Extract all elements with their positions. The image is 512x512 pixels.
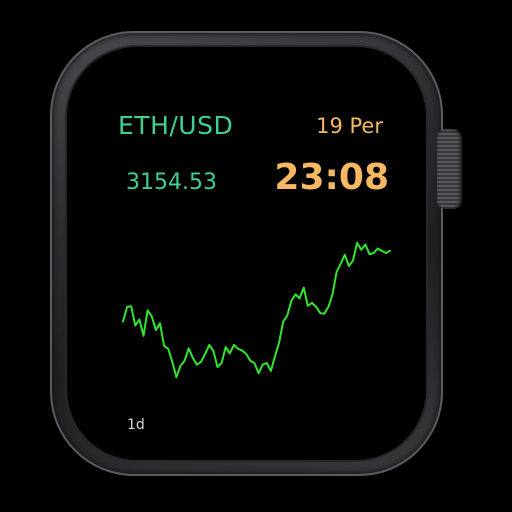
clock-time: 23:08 (274, 157, 389, 198)
date-label: 19 Per (316, 114, 383, 138)
price-series-line (122, 241, 391, 379)
digital-crown-icon[interactable] (437, 129, 462, 209)
price-chart (122, 241, 391, 379)
pair-label: ETH/USD (118, 111, 234, 140)
range-label: 1d (127, 417, 145, 433)
watch-screen: ETH/USD 19 Per 3154.53 23:08 1d (90, 67, 412, 442)
price-value: 3154.53 (126, 170, 217, 195)
